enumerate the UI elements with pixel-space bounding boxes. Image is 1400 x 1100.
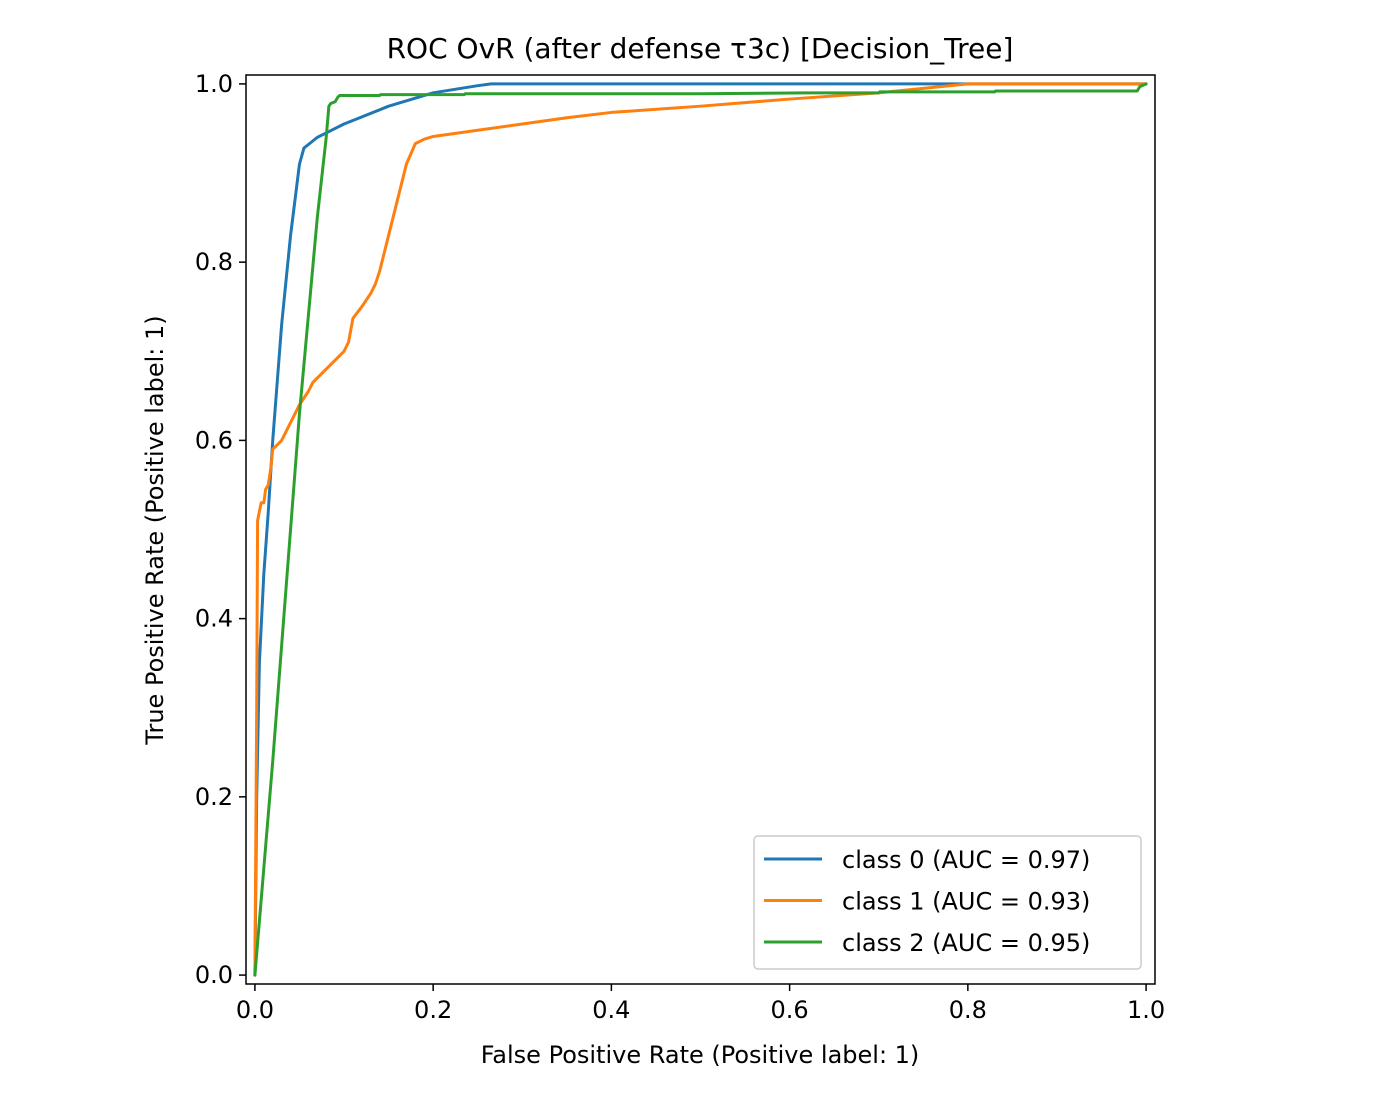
x-tick-label: 0.2 bbox=[414, 996, 452, 1024]
y-tick-label: 0.2 bbox=[195, 783, 233, 811]
y-axis-label: True Positive Rate (Positive label: 1) bbox=[141, 315, 169, 745]
legend-label-class-1: class 1 (AUC = 0.93) bbox=[842, 888, 1090, 916]
series-line-class-2 bbox=[253, 82, 1148, 977]
y-axis-ticks: 0.0 0.2 0.4 0.6 0.8 1.0 bbox=[195, 70, 246, 989]
x-tick-label: 0.4 bbox=[592, 996, 630, 1024]
x-tick-label: 0.8 bbox=[949, 996, 987, 1024]
legend: class 0 (AUC = 0.97) class 1 (AUC = 0.93)… bbox=[753, 835, 1142, 970]
y-tick-label: 0.6 bbox=[195, 426, 233, 454]
chart-title: ROC OvR (after defense τ3c) [Decision_Tr… bbox=[387, 32, 1014, 65]
legend-box bbox=[753, 835, 1142, 970]
x-axis-label: False Positive Rate (Positive label: 1) bbox=[481, 1041, 920, 1069]
series-layer bbox=[253, 82, 1148, 977]
y-tick-label: 0.8 bbox=[195, 248, 233, 276]
x-tick-label: 0.6 bbox=[771, 996, 809, 1024]
x-tick-label: 1.0 bbox=[1127, 996, 1165, 1024]
plot-area bbox=[245, 74, 1156, 985]
y-tick-label: 0.4 bbox=[195, 605, 233, 633]
legend-label-class-0: class 0 (AUC = 0.97) bbox=[842, 846, 1090, 874]
y-tick-label: 0.0 bbox=[195, 961, 233, 989]
x-tick-label: 0.0 bbox=[236, 996, 274, 1024]
series-line-class-1 bbox=[253, 82, 1148, 977]
y-tick-label: 1.0 bbox=[195, 70, 233, 98]
legend-label-class-2: class 2 (AUC = 0.95) bbox=[842, 929, 1090, 957]
series-line-class-0 bbox=[253, 82, 1148, 977]
x-axis-ticks: 0.0 0.2 0.4 0.6 0.8 1.0 bbox=[236, 984, 1165, 1024]
